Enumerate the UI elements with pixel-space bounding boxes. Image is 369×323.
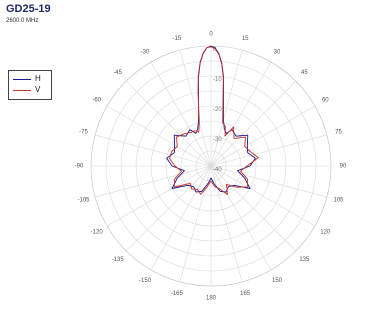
- legend-item-h: H: [13, 74, 51, 84]
- grid-spoke: [210, 105, 316, 167]
- grid-spoke: [210, 165, 297, 252]
- chart-subtitle: 2600.0 MHz: [6, 18, 39, 24]
- grid-spoke: [210, 165, 316, 227]
- angle-tick-label: -90: [75, 164, 84, 170]
- angle-tick-label: 15: [242, 36, 249, 42]
- ring-tick-label: -20: [213, 107, 222, 113]
- traces: [166, 45, 259, 196]
- ring-tick-label: -40: [213, 167, 222, 173]
- angle-tick-label: -120: [91, 230, 104, 236]
- grid-spoke: [95, 165, 212, 198]
- grid-spoke: [125, 165, 212, 252]
- grid-spoke: [95, 134, 212, 167]
- ring-labels: 0 -10 -20 -30 -40: [213, 47, 222, 173]
- angle-tick-label: 0: [209, 32, 213, 38]
- grid-spoke: [150, 165, 212, 271]
- grid-spoke: [210, 134, 327, 167]
- angle-tick-label: -150: [139, 278, 152, 284]
- legend: H V: [8, 70, 52, 100]
- angle-tick-label: -105: [77, 198, 90, 204]
- polar-grid: [90, 45, 332, 287]
- chart-title: GD25-19: [6, 3, 51, 15]
- angle-tick-label: 120: [320, 230, 331, 236]
- series-h-trace: [166, 45, 256, 193]
- angle-labels: 0153045607590105120135150165180-165-150-…: [75, 32, 347, 302]
- angle-tick-label: 150: [272, 278, 283, 284]
- angle-tick-label: 105: [333, 198, 344, 204]
- grid-spoke: [125, 80, 212, 167]
- angle-tick-label: 135: [299, 257, 310, 263]
- legend-swatch-h: [13, 79, 31, 80]
- angle-tick-label: 180: [206, 296, 217, 302]
- angle-tick-label: -30: [141, 49, 150, 55]
- grid-spoke: [210, 50, 243, 167]
- legend-swatch-v: [13, 90, 31, 91]
- ring-tick-label: 0: [213, 47, 217, 53]
- grid-spoke: [210, 80, 297, 167]
- legend-label-h: H: [35, 74, 41, 83]
- grid-spoke: [210, 61, 272, 167]
- angle-tick-label: -165: [171, 291, 184, 297]
- legend-label-v: V: [35, 85, 41, 94]
- angle-tick-label: -15: [172, 36, 181, 42]
- grid-spoke: [106, 165, 212, 227]
- grid-spoke: [210, 165, 327, 198]
- grid-spoke: [150, 61, 212, 167]
- angle-tick-label: -75: [79, 129, 88, 135]
- angle-tick-label: 75: [335, 129, 342, 135]
- series-v-trace: [169, 46, 259, 196]
- angle-tick-label: 45: [301, 70, 308, 76]
- ring-tick-label: -10: [213, 77, 222, 83]
- angle-tick-label: 60: [322, 98, 329, 104]
- angle-tick-label: -135: [112, 257, 125, 263]
- angle-tick-label: -60: [92, 98, 101, 104]
- angle-tick-label: 90: [340, 164, 347, 170]
- grid-spoke: [179, 50, 212, 167]
- grid-spoke: [210, 165, 243, 282]
- angle-tick-label: 165: [240, 291, 251, 297]
- ring-tick-label: -30: [213, 137, 222, 143]
- legend-item-v: V: [13, 85, 51, 95]
- grid-spoke: [210, 165, 272, 271]
- grid-spoke: [106, 105, 212, 167]
- angle-tick-label: 30: [274, 49, 281, 55]
- angle-tick-label: -45: [113, 70, 122, 76]
- grid-spoke: [179, 165, 212, 282]
